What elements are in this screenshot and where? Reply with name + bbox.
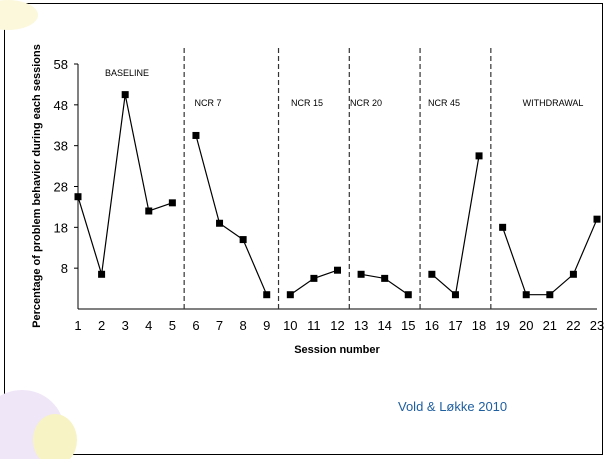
x-tick-label: 19 <box>495 318 509 333</box>
x-tick-label: 8 <box>240 318 247 333</box>
data-point <box>310 274 318 282</box>
series-lines <box>77 94 598 296</box>
x-tick-label: 11 <box>307 318 321 333</box>
x-tick-label: 13 <box>354 318 368 333</box>
phase-label: NCR 45 <box>428 98 460 108</box>
data-point <box>334 266 341 274</box>
source-credit: Vold & Løkke 2010 <box>398 399 508 414</box>
x-tick-label: 23 <box>590 318 604 333</box>
phase-label: NCR 7 <box>194 98 221 108</box>
y-tick-label: 58 <box>54 57 68 72</box>
y-tick-label: 8 <box>61 261 68 276</box>
x-axis-title: Session number <box>294 344 380 356</box>
data-point <box>145 207 153 215</box>
data-point <box>499 223 507 231</box>
x-tick-label: 4 <box>145 318 152 333</box>
x-tick-label: 2 <box>98 318 105 333</box>
data-point <box>286 291 294 299</box>
series-markers <box>74 91 601 299</box>
phase-label: WITHDRAWAL <box>523 98 584 108</box>
x-tick-label: 3 <box>122 318 129 333</box>
series-line <box>77 94 173 275</box>
x-tick-label: 22 <box>566 318 580 333</box>
x-tick-label: 18 <box>472 318 486 333</box>
y-tick-label: 28 <box>54 180 68 195</box>
data-point <box>192 131 200 139</box>
y-axis-title: Percentage of problem behavior during ea… <box>31 44 43 328</box>
x-tick-label: 7 <box>216 318 223 333</box>
x-tick-label: 21 <box>543 318 557 333</box>
data-point <box>239 236 247 244</box>
x-tick-label: 1 <box>74 318 81 333</box>
x-tick-label: 17 <box>448 318 462 333</box>
y-tick-label: 48 <box>54 98 68 113</box>
series-line <box>431 155 480 296</box>
data-point <box>522 291 530 299</box>
decorative-petal <box>33 414 77 459</box>
data-point <box>74 193 82 201</box>
data-point <box>593 215 601 223</box>
decorative-petal <box>0 0 38 30</box>
phase-label: BASELINE <box>105 68 149 78</box>
x-tick-label: 12 <box>330 318 344 333</box>
y-tick-labels: 8 18 28 38 48 58 <box>54 57 78 276</box>
data-point <box>546 291 554 299</box>
data-point <box>428 270 436 278</box>
data-point <box>381 274 389 282</box>
y-tick-label: 18 <box>54 220 68 235</box>
x-tick-label: 15 <box>401 318 415 333</box>
slide-frame <box>4 3 603 455</box>
data-point <box>98 270 106 278</box>
x-tick-label: 9 <box>263 318 270 333</box>
data-point <box>404 291 412 299</box>
phase-dividers <box>183 48 492 309</box>
data-point <box>357 270 365 278</box>
x-tick-labels: 1 2 3 4 5 6 7 8 9 10 11 12 13 14 15 16 17 18 19 20 21 22 23 <box>74 318 604 333</box>
x-tick-label: 5 <box>169 318 176 333</box>
phase-labels: BASELINE NCR 7 NCR 15 NCR 20 NCR 45 WITHDRAWA… <box>105 68 583 108</box>
data-point <box>475 152 483 160</box>
x-tick-label: 16 <box>425 318 439 333</box>
series-line <box>502 218 598 296</box>
x-tick-label: 6 <box>192 318 199 333</box>
phase-label: NCR 15 <box>291 98 323 108</box>
series-line <box>289 269 338 296</box>
x-tick-label: 10 <box>283 318 297 333</box>
data-point <box>263 291 271 299</box>
data-point <box>168 199 176 207</box>
data-point <box>451 291 459 299</box>
y-tick-label: 38 <box>54 139 68 154</box>
x-tick-label: 20 <box>519 318 533 333</box>
data-point <box>121 91 129 99</box>
data-point <box>216 219 224 227</box>
data-point <box>569 270 577 278</box>
phase-label: NCR 20 <box>350 98 382 108</box>
series-line <box>195 135 268 295</box>
x-tick-label: 14 <box>377 318 391 333</box>
